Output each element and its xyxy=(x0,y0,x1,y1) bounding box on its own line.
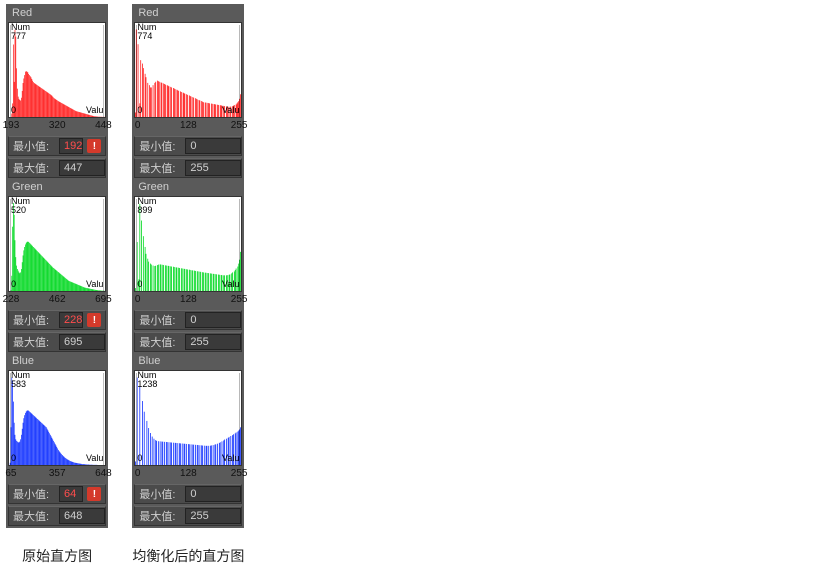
max-label: 最大值: xyxy=(135,160,185,176)
warning-icon[interactable]: ! xyxy=(87,139,101,153)
min-value[interactable]: 0 xyxy=(185,138,241,154)
max-row-green: 最大值:255 xyxy=(134,332,242,352)
max-value[interactable]: 255 xyxy=(185,508,241,524)
max-value[interactable]: 447 xyxy=(59,160,105,176)
min-value[interactable]: 64 xyxy=(59,486,83,502)
left-caption: 原始直方图 xyxy=(6,546,108,566)
x-ticks: 0128255 xyxy=(134,294,242,308)
min-row-green: 最小值:228! xyxy=(8,310,106,330)
max-row-blue: 最大值:648 xyxy=(8,506,106,526)
min-label: 最小值: xyxy=(135,138,185,154)
max-label: 最大值: xyxy=(135,334,185,350)
min-value[interactable]: 0 xyxy=(185,312,241,328)
channel-title-green: Green xyxy=(8,180,106,194)
max-value[interactable]: 695 xyxy=(59,334,105,350)
histogram-red: Num7770Valu xyxy=(8,22,106,118)
max-row-green: 最大值:695 xyxy=(8,332,106,352)
min-row-green: 最小值:0 xyxy=(134,310,242,330)
histogram-green: Num5200Valu xyxy=(8,196,106,292)
max-label: 最大值: xyxy=(9,508,59,524)
right-caption: 均衡化后的直方图 xyxy=(132,546,244,566)
max-label: 最大值: xyxy=(9,334,59,350)
warning-icon[interactable]: ! xyxy=(87,487,101,501)
left-panel: RedNum7770Valu193320448最小值:192!最大值:447Gr… xyxy=(6,4,108,528)
min-row-blue: 最小值:0 xyxy=(134,484,242,504)
min-value[interactable]: 192 xyxy=(59,138,83,154)
histogram-green: Num8990Valu xyxy=(134,196,242,292)
max-value[interactable]: 255 xyxy=(185,334,241,350)
x-ticks: 0128255 xyxy=(134,468,242,482)
right-panel: RedNum7740Valu0128255最小值:0最大值:255GreenNu… xyxy=(132,4,244,528)
min-label: 最小值: xyxy=(135,486,185,502)
max-row-blue: 最大值:255 xyxy=(134,506,242,526)
channel-title-green: Green xyxy=(134,180,242,194)
channel-title-red: Red xyxy=(8,6,106,20)
min-row-blue: 最小值:64! xyxy=(8,484,106,504)
channel-title-red: Red xyxy=(134,6,242,20)
histogram-red: Num7740Valu xyxy=(134,22,242,118)
min-row-red: 最小值:0 xyxy=(134,136,242,156)
max-value[interactable]: 648 xyxy=(59,508,105,524)
x-ticks: 228462695 xyxy=(8,294,106,308)
channel-title-blue: Blue xyxy=(8,354,106,368)
x-ticks: 193320448 xyxy=(8,120,106,134)
min-label: 最小值: xyxy=(9,312,59,328)
warning-icon[interactable]: ! xyxy=(87,313,101,327)
min-label: 最小值: xyxy=(9,486,59,502)
max-label: 最大值: xyxy=(135,508,185,524)
max-row-red: 最大值:447 xyxy=(8,158,106,178)
max-row-red: 最大值:255 xyxy=(134,158,242,178)
max-label: 最大值: xyxy=(9,160,59,176)
x-ticks: 65357648 xyxy=(8,468,106,482)
x-ticks: 0128255 xyxy=(134,120,242,134)
min-value[interactable]: 0 xyxy=(185,486,241,502)
min-label: 最小值: xyxy=(9,138,59,154)
histogram-blue: Num5830Valu xyxy=(8,370,106,466)
min-label: 最小值: xyxy=(135,312,185,328)
max-value[interactable]: 255 xyxy=(185,160,241,176)
min-value[interactable]: 228 xyxy=(59,312,83,328)
histogram-blue: Num12380Valu xyxy=(134,370,242,466)
min-row-red: 最小值:192! xyxy=(8,136,106,156)
channel-title-blue: Blue xyxy=(134,354,242,368)
